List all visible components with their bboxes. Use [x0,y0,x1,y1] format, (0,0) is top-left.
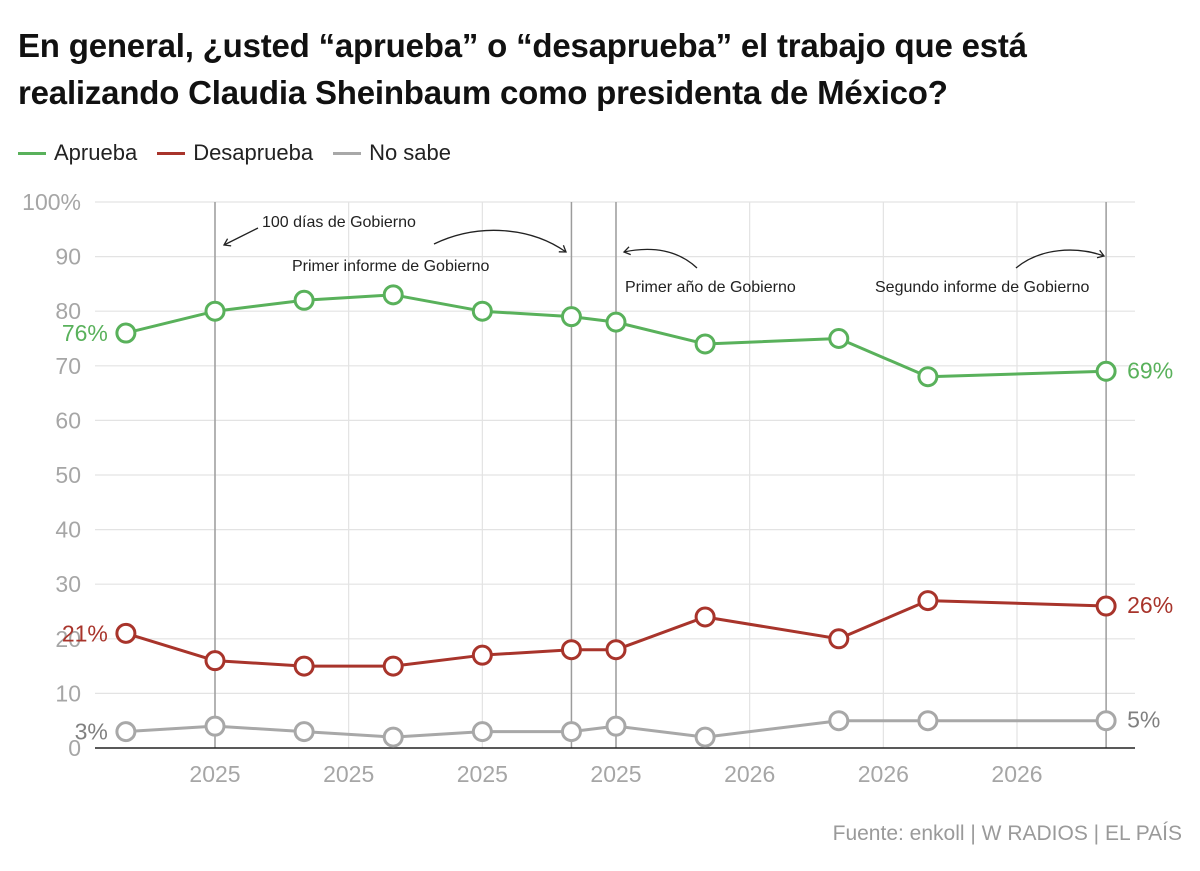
legend-label-aprueba: Aprueba [54,140,138,165]
y-tick-label: 50 [55,462,81,488]
data-point-desaprueba [694,606,716,628]
legend-item-desaprueba: Desaprueba [157,140,313,166]
event-arrow [433,229,567,253]
end-label-desaprueba: 26% [1127,592,1173,618]
event-annotation: Segundo informe de Gobierno [875,279,1089,296]
x-tick-label: 2025 [323,761,374,787]
data-point-aprueba [204,300,226,322]
y-tick-label: 90 [55,244,81,270]
event-annotation: Primer informe de Gobierno [292,258,490,275]
data-point-no-sabe [605,715,627,737]
legend-swatch-aprueba [18,151,46,155]
data-point-aprueba [605,311,627,333]
source-note: Fuente: enkoll | W RADIOS | EL PAÍS [832,822,1182,845]
label-layer: 76% 69% 21% 26% 3% 5% [62,320,1173,745]
data-point-aprueba [828,328,850,349]
y-tick-label: 10 [55,680,81,706]
data-point-desaprueba [204,650,226,672]
legend-item-no-sabe: No sabe [333,140,451,166]
event-annotation: Primer año de Gobierno [625,279,796,296]
start-label-aprueba: 76% [62,320,108,346]
data-point-no-sabe [917,710,939,732]
y-tick-label: 100% [22,189,81,215]
data-point-desaprueba [1095,595,1117,617]
data-point-aprueba [382,284,404,306]
y-tick-label: 20 [55,626,81,652]
y-tick-label: 60 [55,407,81,433]
legend-item-aprueba: Aprueba [18,140,137,166]
data-point-no-sabe [204,715,226,737]
y-tick-label: 70 [55,353,81,379]
legend-label-desaprueba: Desaprueba [193,140,314,165]
data-point-aprueba [917,366,939,388]
start-label-desaprueba: 21% [62,620,108,646]
data-point-desaprueba [828,628,850,650]
end-label-aprueba: 69% [1127,357,1173,383]
data-point-desaprueba [605,639,627,661]
event-arrow [1015,249,1106,269]
data-point-no-sabe [293,721,315,743]
data-point-no-sabe [382,726,404,748]
axis-layer: 0 10 20 30 40 50 60 70 80 90 100% 2025 2025 2025 2025 2… [22,189,1135,787]
y-tick-label: 0 [68,735,81,761]
legend: Aprueba Desaprueba No sabe [18,138,451,168]
x-tick-label: 2026 [991,761,1042,787]
legend-label-no-sabe: No sabe [369,140,452,165]
event-arrow [222,227,259,247]
chart-title: En general, ¿usted “aprueba” o “desaprue… [18,27,1027,111]
data-point-no-sabe [560,721,582,743]
y-tick-label: 30 [55,571,81,597]
data-point-no-sabe [828,710,850,732]
data-point-desaprueba [115,622,137,644]
event-annotation: 100 días de Gobierno [262,214,416,231]
event-arrow [622,246,698,269]
data-point-desaprueba [917,590,939,612]
data-point-desaprueba [471,644,493,666]
legend-swatch-no-sabe [333,151,362,155]
end-label-no-sabe: 5% [1127,707,1160,733]
data-point-no-sabe [694,726,716,748]
x-tick-label: 2025 [590,761,641,787]
legend-swatch-desaprueba [157,151,186,155]
data-point-no-sabe [1095,710,1117,732]
data-point-no-sabe [115,721,137,743]
data-point-aprueba [293,289,315,311]
y-tick-label: 80 [55,298,81,324]
x-tick-label: 2025 [457,761,508,787]
data-point-desaprueba [382,655,404,677]
data-point-aprueba [1095,360,1117,382]
data-point-aprueba [560,306,582,328]
data-point-desaprueba [560,639,582,661]
y-tick-label: 40 [55,517,81,543]
series-layer [115,284,1117,748]
event-layer: 100 días de Gobierno Primer informe de Go… [214,202,1107,748]
x-tick-label: 2025 [189,761,240,787]
data-point-no-sabe [471,721,493,743]
data-point-aprueba [471,300,493,322]
data-point-aprueba [694,333,716,355]
x-tick-label: 2026 [858,761,909,787]
x-tick-label: 2026 [724,761,775,787]
data-point-desaprueba [293,655,315,677]
start-label-no-sabe: 3% [75,719,108,745]
data-point-aprueba [115,322,137,344]
